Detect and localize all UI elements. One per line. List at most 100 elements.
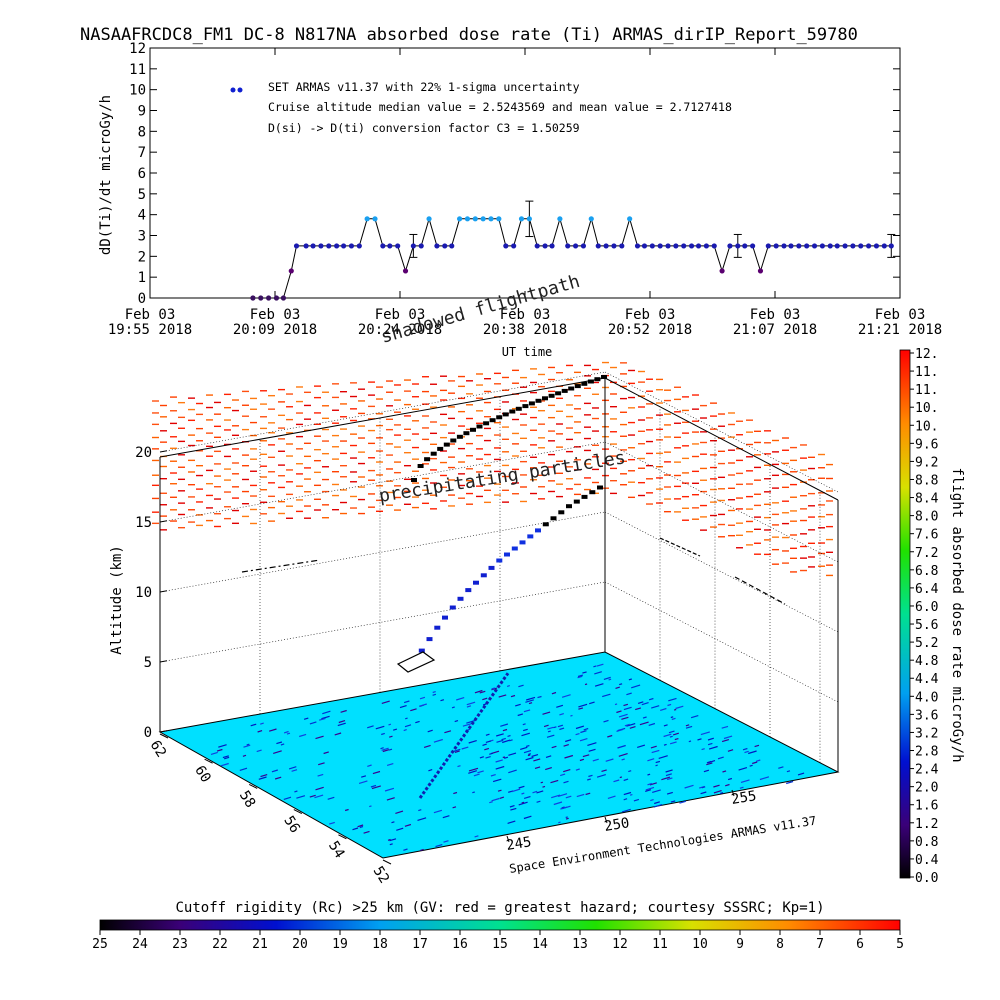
grid-line (604, 511, 839, 633)
data-point (488, 216, 494, 222)
contour-mark (280, 743, 285, 746)
contour-mark (521, 792, 525, 795)
contour-mark (327, 796, 335, 800)
data-point (634, 243, 641, 249)
contour-mark (508, 769, 517, 774)
contour-mark (443, 840, 449, 843)
contour-mark (713, 784, 720, 788)
latitude-tick (293, 809, 303, 815)
projection-point (502, 412, 509, 417)
contour-mark (405, 717, 408, 720)
bottom-colorbar: Cutoff rigidity (Rc) >25 km (GV: red = g… (92, 900, 904, 952)
contour-mark (565, 816, 568, 819)
contour-mark (706, 762, 713, 766)
contour-mark (690, 715, 699, 719)
contour-mark (663, 724, 668, 727)
data-point (873, 243, 880, 249)
grid-line (159, 441, 606, 523)
contour-mark (527, 754, 531, 757)
contour-mark (543, 724, 549, 728)
projection-point (509, 409, 516, 414)
contour-mark (623, 798, 628, 801)
altitude-tick-label: 0 (144, 725, 152, 741)
contour-mark (393, 728, 398, 731)
contour-mark (273, 750, 282, 754)
contour-mark (243, 744, 251, 748)
data-point (688, 243, 695, 249)
right-colorbar-gradient (899, 349, 911, 879)
contour-mark (648, 697, 654, 701)
contour-mark (708, 745, 718, 750)
contour-mark (593, 665, 597, 668)
contour-mark (389, 735, 393, 738)
data-point (418, 243, 424, 249)
contour-mark (403, 848, 408, 851)
altitude-axis-label: Altitude (km) (109, 545, 125, 655)
contour-mark (557, 793, 568, 797)
contour-mark (521, 801, 525, 804)
contour-mark (616, 710, 622, 714)
flight-point (566, 504, 572, 509)
contour-mark (722, 770, 727, 773)
contour-mark (587, 778, 591, 781)
ground-track (418, 672, 510, 799)
contour-mark (701, 748, 705, 751)
grid-line (159, 581, 606, 663)
contour-mark (482, 743, 487, 746)
data-point (549, 243, 555, 249)
contour-mark (319, 717, 326, 721)
contour-mark (558, 821, 561, 824)
latitude-tick-label: 58 (236, 788, 259, 811)
contour-mark (740, 779, 750, 783)
contour-mark (363, 830, 370, 834)
contour-mark (523, 815, 532, 820)
contour-mark (575, 768, 580, 771)
contour-mark (655, 764, 658, 767)
contour-mark (338, 720, 346, 724)
projection-point (574, 384, 581, 389)
data-point (858, 243, 864, 249)
top-data-series (250, 200, 896, 301)
contour-mark (672, 732, 679, 736)
contour-mark (389, 843, 393, 846)
right-colorbar-tick-label: 5.6 (915, 618, 938, 633)
flight-point (434, 625, 441, 630)
data-point (310, 243, 316, 249)
right-colorbar-tick-label: 8.4 (915, 492, 939, 507)
contour-mark (647, 758, 655, 762)
contour-mark (559, 713, 564, 716)
right-colorbar-tick-label: 3.2 (915, 726, 938, 741)
data-point (318, 243, 324, 249)
contour-mark (565, 817, 569, 820)
data-point (387, 243, 393, 249)
contour-mark (577, 675, 583, 679)
flight-path-projection (411, 375, 607, 482)
flight-point (573, 499, 580, 504)
data-point (757, 268, 764, 274)
data-point (819, 243, 825, 249)
longitude-tick-label: 255 (730, 788, 757, 808)
contour-mark (403, 700, 410, 704)
contour-mark (563, 769, 571, 773)
contour-mark (291, 769, 298, 772)
contour-mark (454, 750, 460, 753)
contour-mark (546, 734, 555, 738)
y-tick-label: 3 (138, 229, 146, 245)
contour-mark (650, 745, 657, 749)
x-tick-label: 20:24 2018 (358, 322, 442, 338)
contour-mark (669, 735, 673, 738)
contour-mark (508, 752, 517, 756)
data-point (456, 216, 463, 222)
contour-mark (433, 809, 443, 814)
data-point (750, 243, 756, 249)
contour-mark (545, 767, 552, 771)
contour-mark (444, 730, 452, 734)
latitude-tick (159, 733, 169, 739)
contour-mark (404, 823, 412, 827)
top-x-axis-label: UT time (502, 345, 553, 359)
contour-mark (778, 766, 784, 769)
contour-mark (616, 728, 624, 732)
contour-mark (684, 784, 694, 789)
